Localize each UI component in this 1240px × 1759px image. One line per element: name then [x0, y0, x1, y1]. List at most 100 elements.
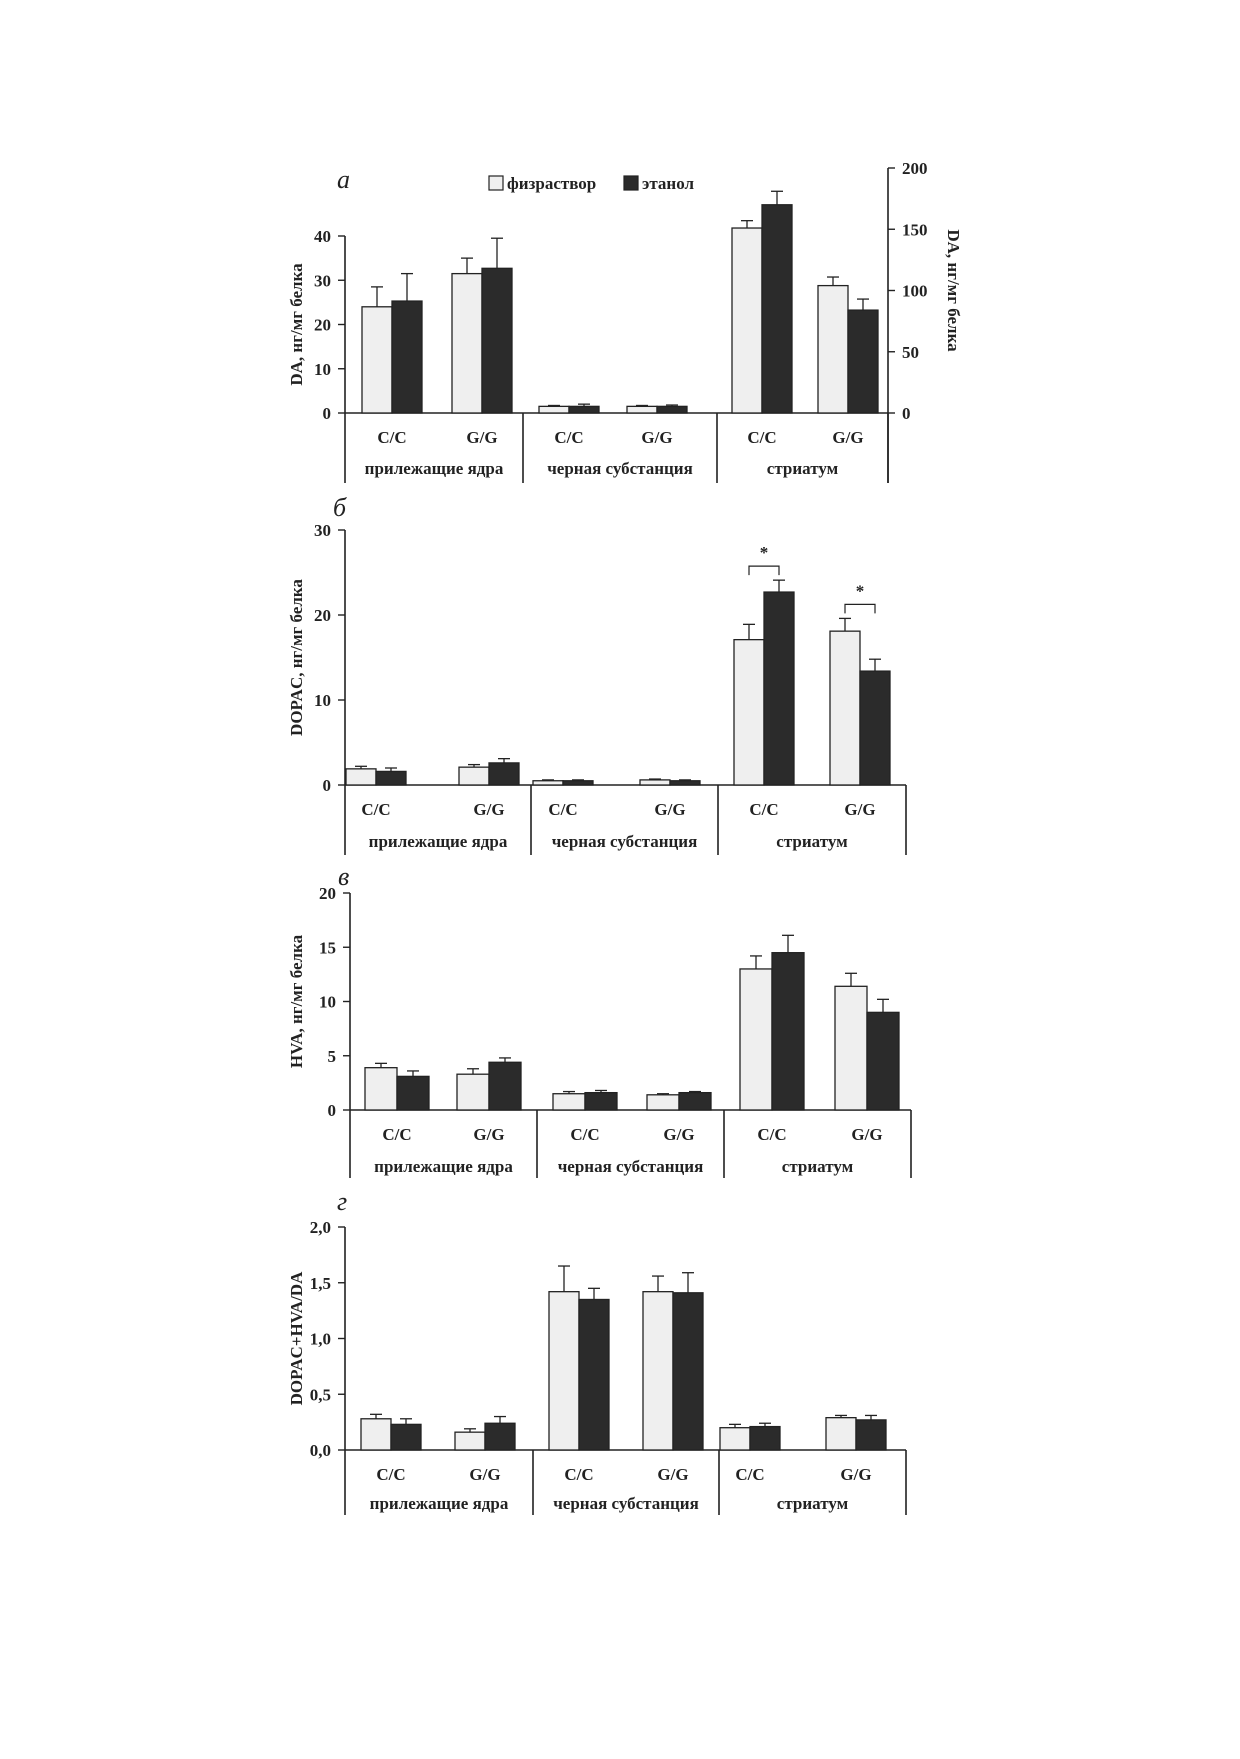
y-tick-label: 0,0	[310, 1441, 331, 1460]
category-label: C/C	[382, 1125, 411, 1144]
bar-saline	[548, 1291, 580, 1451]
category-label: G/G	[473, 800, 504, 819]
bar-ethanol	[672, 1292, 704, 1451]
category-label: G/G	[657, 1465, 688, 1484]
bar-ethanol	[855, 1419, 887, 1451]
bar-saline	[552, 1093, 586, 1111]
category-label: C/C	[757, 1125, 786, 1144]
bar-saline	[834, 985, 868, 1111]
bar-saline	[538, 405, 570, 414]
y2-tick-label: 50	[902, 343, 919, 362]
category-label: G/G	[840, 1465, 871, 1484]
bar-ethanol	[488, 762, 520, 786]
category-label: C/C	[749, 800, 778, 819]
bar-ethanol	[578, 1298, 610, 1451]
bar-ethanol	[761, 204, 793, 414]
y-tick-label: 10	[319, 993, 336, 1012]
group-label: прилежащие ядра	[370, 1494, 509, 1513]
bar-ethanol	[481, 267, 513, 414]
y-tick-label: 2,0	[310, 1218, 331, 1237]
category-label: C/C	[376, 1465, 405, 1484]
bar-saline	[825, 1417, 857, 1451]
category-label: G/G	[832, 428, 863, 447]
legend-label-ethanol: этанол	[642, 174, 694, 193]
group-label: черная субстанция	[552, 832, 698, 851]
category-label: C/C	[564, 1465, 593, 1484]
y-tick-label: 1,5	[310, 1274, 331, 1293]
y-tick-label: 15	[319, 938, 336, 957]
chart-panel-1: а 0 10 20 30 40 DA, нг/мг белка 0 50 100 150 200 DA,…	[287, 159, 963, 483]
bar-saline	[817, 284, 849, 414]
bar-ethanol	[749, 1425, 781, 1451]
bar-ethanol	[568, 405, 600, 414]
bar-saline	[719, 1427, 751, 1451]
bar-saline	[642, 1291, 674, 1451]
group-label: стриатум	[777, 1494, 849, 1513]
y-tick-label: 20	[314, 606, 331, 625]
bar-ethanol	[847, 309, 879, 414]
bar-saline	[345, 768, 377, 786]
y2-tick-label: 100	[902, 282, 928, 301]
category-label: G/G	[844, 800, 875, 819]
group-label: прилежащие ядра	[374, 1157, 513, 1176]
category-label: G/G	[473, 1125, 504, 1144]
y-axis-label: DOPAC+HVA/DA	[287, 1271, 306, 1405]
bar-saline	[626, 405, 658, 414]
bar-saline	[360, 1418, 392, 1451]
bar-ethanol	[396, 1075, 430, 1111]
category-label: G/G	[851, 1125, 882, 1144]
y-tick-label: 10	[314, 691, 331, 710]
y-tick-label: 20	[314, 316, 331, 335]
y-tick-label: 30	[314, 271, 331, 290]
bar-saline	[454, 1431, 486, 1451]
y2-tick-label: 200	[902, 159, 928, 178]
bar-saline	[639, 779, 671, 786]
chart-panel-2: б 0 10 20 30 DOPAC, нг/мг белка C/C G/G C/C G/G C/…	[287, 493, 907, 855]
bar-ethanol	[488, 1061, 522, 1111]
y-axis-label: HVA, нг/мг белка	[287, 934, 306, 1068]
panel-letter: г	[337, 1187, 347, 1216]
y-axis-label: DA, нг/мг белка	[287, 263, 306, 386]
legend-label-saline: физраствор	[507, 174, 596, 193]
y2-tick-label: 0	[902, 404, 911, 423]
group-label: черная субстанция	[547, 459, 693, 478]
group-label: черная субстанция	[558, 1157, 704, 1176]
y-tick-label: 30	[314, 521, 331, 540]
panel-letter: б	[333, 493, 347, 522]
group-label: стриатум	[776, 832, 848, 851]
y-tick-label: 40	[314, 227, 331, 246]
bar-ethanol	[584, 1091, 618, 1111]
bar-ethanol	[391, 300, 423, 414]
y-tick-label: 0	[323, 404, 332, 423]
panel-letter: в	[338, 862, 349, 891]
category-label: C/C	[377, 428, 406, 447]
y-tick-label: 0	[323, 776, 332, 795]
y-tick-label: 10	[314, 360, 331, 379]
y2-tick-label: 150	[902, 220, 928, 239]
group-label: стриатум	[767, 459, 839, 478]
bar-saline	[646, 1094, 680, 1111]
panel-letter: а	[337, 165, 350, 194]
bar-ethanol	[484, 1422, 516, 1451]
bar-saline	[731, 227, 763, 414]
group-label: прилежащие ядра	[365, 459, 504, 478]
category-label: G/G	[641, 428, 672, 447]
significance-bracket	[844, 603, 876, 614]
bar-saline	[733, 639, 765, 786]
bar-ethanol	[859, 670, 891, 786]
bar-ethanol	[866, 1011, 900, 1111]
significance-star: *	[856, 581, 865, 600]
bar-ethanol	[562, 780, 594, 786]
y-tick-label: 5	[328, 1047, 337, 1066]
category-label: G/G	[466, 428, 497, 447]
bar-saline	[739, 968, 773, 1111]
y-tick-label: 1,0	[310, 1330, 331, 1349]
category-label: C/C	[554, 428, 583, 447]
chart-panel-3: в 0 5 10 15 20 HVA, нг/мг белка C/C G/G C/C G/G C/C…	[287, 862, 912, 1178]
group-label: прилежащие ядра	[369, 832, 508, 851]
bar-saline	[451, 272, 483, 414]
bar-saline	[532, 780, 564, 786]
